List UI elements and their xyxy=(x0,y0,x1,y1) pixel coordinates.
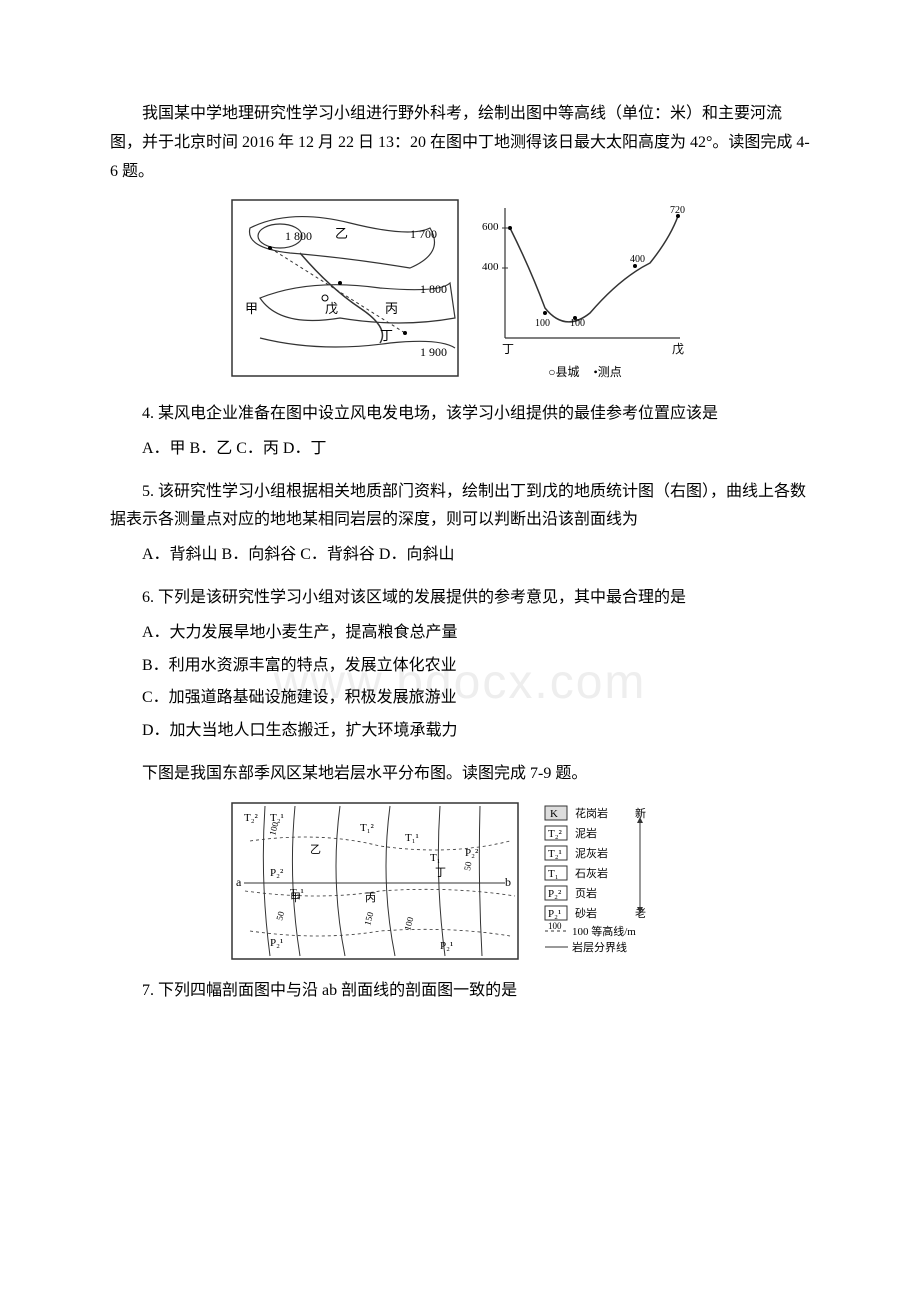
ytick-400: 400 xyxy=(482,261,499,273)
axis-ding: 丁 xyxy=(502,342,514,356)
q6-optB: B．利用水资源丰富的特点，发展立体化农业 xyxy=(110,652,810,681)
profile-chart: 600 400 100 100 400 720 丁 戊 xyxy=(480,198,690,358)
figure-group-1: 1 800 1 700 1 800 1 900 甲 乙 丙 丁 戊 xyxy=(110,198,810,384)
label-b: b xyxy=(505,875,511,889)
strat-P21b: P₂¹ xyxy=(440,940,453,952)
q5-stem: 5. 该研究性学习小组根据相关地质部门资料，绘制出丁到戊的地质统计图（右图），曲… xyxy=(110,478,810,536)
figure-group-2: a b T₂² T₂¹ 乙 T₁² T₁¹ T₁ P₂² P₂² T₂¹ 甲 丙… xyxy=(110,801,810,961)
place-jia: 甲 xyxy=(245,301,258,316)
leg-T21-name: 泥灰岩 xyxy=(575,846,608,860)
leg-P22-name: 页岩 xyxy=(575,886,597,900)
strat-P22a: P₂² xyxy=(465,847,479,859)
leg-K-name: 花岗岩 xyxy=(575,806,608,820)
contour-label-1800b: 1 800 xyxy=(420,282,447,296)
pt-100b: 100 xyxy=(570,318,585,329)
leg-P21-name: 砂岩 xyxy=(575,906,597,920)
q6-optC: C．加强道路基础设施建设，积极发展旅游业 xyxy=(110,684,810,713)
strat-jia: 甲 xyxy=(290,892,301,904)
leg-P22-code: P₂² xyxy=(548,888,562,900)
place-wu: 戊 xyxy=(325,301,338,316)
q5-options: A．背斜山 B．向斜谷 C．背斜谷 D．向斜山 xyxy=(110,541,810,570)
strat-P22b: P₂² xyxy=(270,867,284,879)
page-content: 我国某中学地理研究性学习小组进行野外科考，绘制出图中等高线（单位：米）和主要河流… xyxy=(110,100,810,1006)
axis-wu: 戊 xyxy=(672,342,684,356)
geology-legend: K 花岗岩 新 T₂² 泥岩 T₂¹ 泥灰岩 T₁ 石灰岩 P₂² 页岩 P₂¹… xyxy=(540,801,690,961)
leg-boundary-note: 岩层分界线 xyxy=(572,940,627,954)
pt-100a: 100 xyxy=(535,318,550,329)
geology-map: a b T₂² T₂¹ 乙 T₁² T₁¹ T₁ P₂² P₂² T₂¹ 甲 丙… xyxy=(230,801,520,961)
leg-contour-note: 100 等高线/m xyxy=(572,924,636,938)
strat-T12: T₁² xyxy=(360,822,375,834)
strat-yi: 乙 xyxy=(310,843,321,856)
q4-stem: 4. 某风电企业准备在图中设立风电发电场，该学习小组提供的最佳参考位置应该是 xyxy=(110,400,810,429)
leg-T21-code: T₂¹ xyxy=(548,848,562,860)
profile-legend: ○县城 •测点 xyxy=(480,362,690,384)
q6-optD: D．加大当地人口生态搬迁，扩大环境承载力 xyxy=(110,717,810,746)
label-a: a xyxy=(236,875,242,889)
leg-T1-code: T₁ xyxy=(548,868,559,880)
strat-P21a: P₂¹ xyxy=(270,937,283,949)
strat-T11a: T₁¹ xyxy=(405,832,419,844)
legend-county: ○县城 xyxy=(548,362,579,384)
leg-cont-100: 100 xyxy=(548,921,562,931)
leg-K-code: K xyxy=(550,808,558,820)
strat-ding: 丁 xyxy=(435,867,446,879)
q6-stem: 6. 下列是该研究性学习小组对该区域的发展提供的参考意见，其中最合理的是 xyxy=(110,584,810,613)
contour-map-figure: 1 800 1 700 1 800 1 900 甲 乙 丙 丁 戊 xyxy=(230,198,460,378)
q6-optA: A．大力发展旱地小麦生产，提高粮食总产量 xyxy=(110,619,810,648)
strat-bing: 丙 xyxy=(365,892,376,904)
legend-point: •测点 xyxy=(594,362,622,384)
q4-options: A．甲 B．乙 C．丙 D．丁 xyxy=(110,435,810,464)
leg-T1-name: 石灰岩 xyxy=(575,866,608,880)
leg-P21-code: P₂¹ xyxy=(548,908,561,920)
contour-label-1800a: 1 800 xyxy=(285,229,312,243)
strat-T11b: T₁ xyxy=(430,852,441,864)
intro-paragraph-1: 我国某中学地理研究性学习小组进行野外科考，绘制出图中等高线（单位：米）和主要河流… xyxy=(110,100,810,186)
leg-T22-code: T₂² xyxy=(548,828,563,840)
place-yi: 乙 xyxy=(335,226,348,241)
place-ding: 丁 xyxy=(380,328,393,343)
leg-T22-name: 泥岩 xyxy=(575,826,597,840)
pt-400: 400 xyxy=(630,254,645,265)
q7-stem: 7. 下列四幅剖面图中与沿 ab 剖面线的剖面图一致的是 xyxy=(110,977,810,1006)
place-bing: 丙 xyxy=(385,301,398,316)
intro-paragraph-2: 下图是我国东部季风区某地岩层水平分布图。读图完成 7-9 题。 xyxy=(110,760,810,789)
leg-new: 新 xyxy=(635,806,646,820)
strat-T22: T₂² xyxy=(244,812,259,824)
contour-label-1900: 1 900 xyxy=(420,345,447,359)
contour-label-1700: 1 700 xyxy=(410,227,437,241)
ytick-600: 600 xyxy=(482,221,499,233)
profile-chart-container: 600 400 100 100 400 720 丁 戊 xyxy=(480,198,690,384)
